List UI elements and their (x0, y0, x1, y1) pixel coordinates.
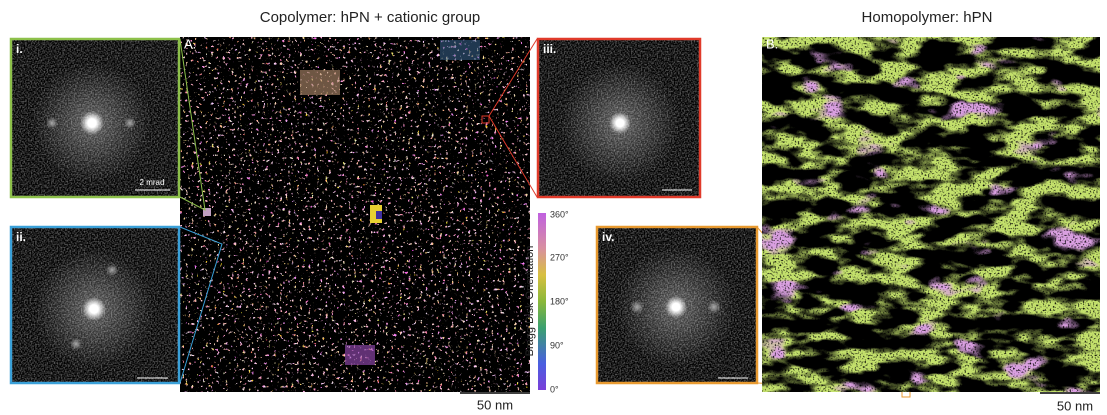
colorbar-tick: 360° (550, 209, 569, 219)
colorbar-tick: 90° (550, 340, 564, 350)
panel-image (762, 37, 1100, 392)
colorbar-tick: 270° (550, 252, 569, 262)
scale-bar-label: 50 nm (477, 397, 513, 412)
inset: i. 2 mrad (11, 39, 179, 197)
inset: iv. (597, 227, 757, 383)
panel-title: Homopolymer: hPN (862, 9, 993, 26)
panel-label: B. (766, 36, 778, 51)
scale-bar-label: 50 nm (1057, 398, 1093, 413)
figure: Copolymer: hPN + cationic group A. 50 nm… (0, 0, 1107, 415)
colorbar-label: Bragg Disk Orientation (524, 246, 536, 357)
colorbar (538, 213, 546, 390)
inset-label: iii. (543, 42, 556, 56)
colorbar-tick: 0° (550, 384, 559, 394)
panel-label: A. (184, 36, 196, 51)
colorbar-tick: 180° (550, 296, 569, 306)
inset-label: i. (16, 42, 23, 56)
scale-label: 2 mrad (140, 178, 165, 187)
inset: iii. (538, 39, 700, 197)
inset-label: ii. (16, 230, 26, 244)
inset: ii. (11, 227, 179, 383)
panel-title: Copolymer: hPN + cationic group (260, 9, 481, 26)
panel-image (180, 37, 530, 392)
inset-label: iv. (602, 230, 614, 244)
